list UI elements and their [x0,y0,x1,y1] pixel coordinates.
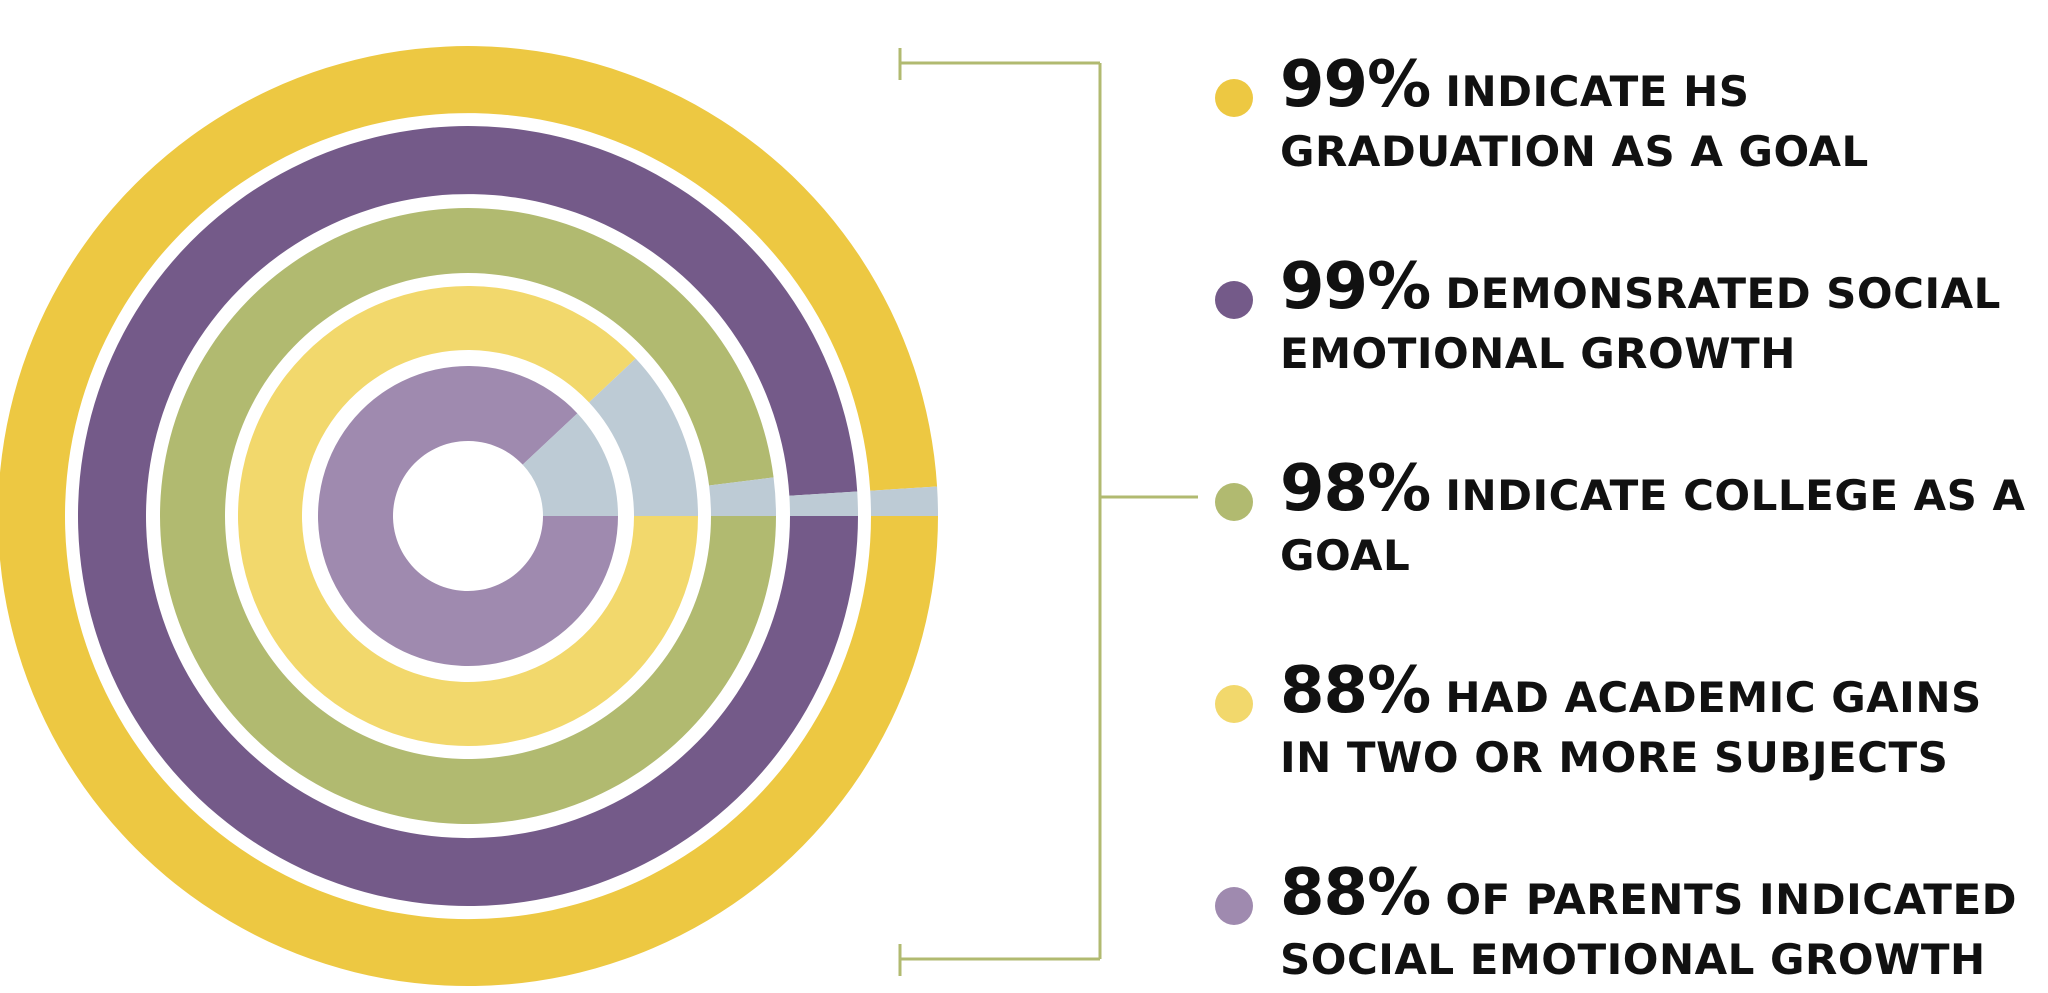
legend-text: 99% DEMONSRATED SOCIAL EMOTIONAL GROWTH [1280,255,2040,384]
legend-label: OF PARENTS INDICATED SOCIAL EMOTIONAL GR… [1280,875,2018,984]
legend-label: INDICATE COLLEGE AS A GOAL [1280,471,2026,580]
legend-dot [1215,887,1253,925]
legend-label: HAD ACADEMIC GAINS IN TWO OR MORE SUBJEC… [1280,673,1982,782]
legend-value: 98% [1280,452,1431,526]
legend-label: DEMONSRATED SOCIAL EMOTIONAL GROWTH [1280,269,2001,378]
legend-item-college-goal: 98% INDICATE COLLEGE AS A GOAL [1210,457,2040,589]
ring-4-remainder-arc [589,358,698,516]
legend-dot [1215,79,1253,117]
legend-dot [1215,483,1253,521]
legend-value: 99% [1280,250,1431,324]
legend-label: INDICATE HS GRADUATION AS A GOAL [1280,67,1869,176]
legend-dot [1215,281,1253,319]
legend-text: 88% OF PARENTS INDICATED SOCIAL EMOTIONA… [1280,861,2040,990]
ring-5-value-arc [318,365,618,666]
ring-2-remainder-arc [789,491,858,516]
legend-text: 98% INDICATE COLLEGE AS A GOAL [1280,457,2040,586]
legend-item-academic-gains: 88% HAD ACADEMIC GAINS IN TWO OR MORE SU… [1210,659,2040,791]
legend-value: 99% [1280,48,1431,122]
legend-text: 99% INDICATE HS GRADUATION AS A GOAL [1280,53,2040,182]
ring-1-remainder-arc [870,486,938,516]
ring-5-remainder-arc [522,413,618,516]
legend-value: 88% [1280,856,1431,930]
legend-dot [1215,685,1253,723]
bracket [898,48,1198,976]
rings-group [0,46,938,987]
legend-item-hs-graduation: 99% INDICATE HS GRADUATION AS A GOAL [1210,53,2040,185]
ring-4-value-arc [237,285,698,746]
legend-value: 88% [1280,654,1431,728]
legend-item-parents-growth: 88% OF PARENTS INDICATED SOCIAL EMOTIONA… [1210,861,2040,993]
legend-text: 88% HAD ACADEMIC GAINS IN TWO OR MORE SU… [1280,659,2040,788]
ring-3-remainder-arc [709,477,776,516]
legend-item-social-emotional: 99% DEMONSRATED SOCIAL EMOTIONAL GROWTH [1210,255,2040,387]
